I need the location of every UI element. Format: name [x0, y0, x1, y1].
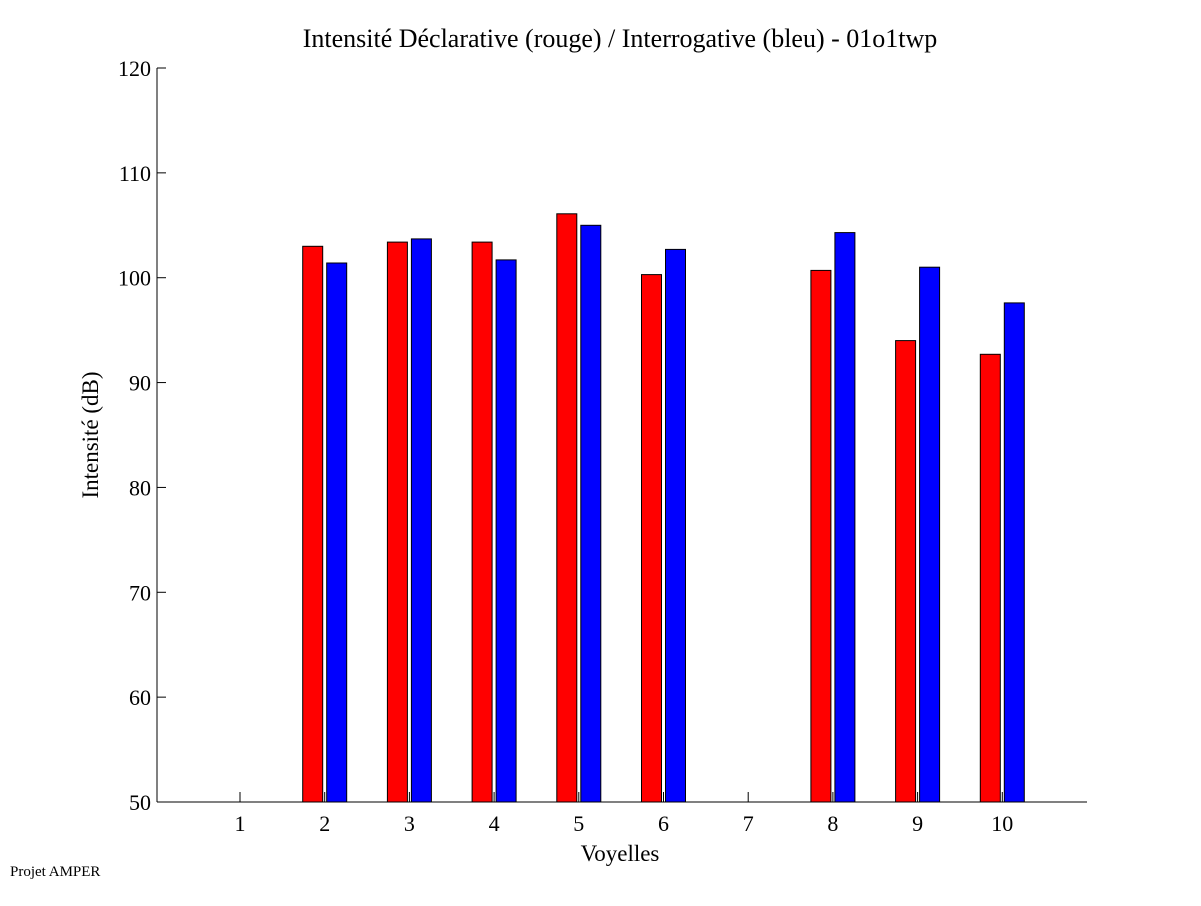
bar-red-6 — [641, 274, 662, 803]
x-axis-label: Voyelles — [581, 841, 660, 866]
bar-red-3 — [386, 241, 408, 803]
x-tick-label-3: 3 — [404, 811, 415, 836]
bar-blue-2 — [326, 262, 348, 803]
y-tick-label-100: 100 — [118, 266, 151, 291]
chart-title: Intensité Déclarative (rouge) / Interrog… — [303, 24, 938, 53]
x-tick-label-8: 8 — [827, 811, 838, 836]
bar-red-10 — [979, 353, 1001, 803]
x-tick-label-5: 5 — [573, 811, 584, 836]
x-tick-label-7: 7 — [743, 811, 754, 836]
y-axis-label: Intensité (dB) — [78, 371, 103, 498]
y-tick-label-110: 110 — [119, 161, 151, 186]
bar-blue-6 — [665, 248, 686, 803]
x-tick-label-10: 10 — [991, 811, 1013, 836]
y-tick-label-70: 70 — [129, 580, 151, 605]
bar-red-5 — [556, 213, 578, 803]
bar-blue-5 — [580, 224, 602, 803]
footer-note: Projet AMPER — [10, 864, 101, 880]
y-tick-label-50: 50 — [129, 790, 151, 815]
y-tick-label-120: 120 — [118, 56, 151, 81]
bar-blue-3 — [410, 238, 432, 803]
plot-area: 50 60 70 80 90 100 110 120 1 2 3 4 5 6 7 8 9 10 — [118, 56, 1087, 836]
y-tick-label-90: 90 — [129, 371, 151, 396]
y-tick-label-60: 60 — [129, 685, 151, 710]
bar-red-4 — [471, 241, 493, 803]
bar-red-2 — [302, 245, 324, 803]
bar-red-9 — [895, 340, 917, 803]
bar-blue-8 — [834, 232, 856, 803]
x-tick-label-6: 6 — [658, 811, 669, 836]
x-tick-label-1: 1 — [235, 811, 246, 836]
x-tick-label-2: 2 — [319, 811, 330, 836]
y-tick-label-80: 80 — [129, 475, 151, 500]
bar-blue-4 — [495, 259, 517, 803]
bar-blue-9 — [919, 266, 941, 803]
x-tick-label-9: 9 — [912, 811, 923, 836]
x-tick-label-4: 4 — [489, 811, 500, 836]
bar-red-8 — [810, 269, 832, 803]
bar-blue-10 — [1003, 302, 1025, 803]
